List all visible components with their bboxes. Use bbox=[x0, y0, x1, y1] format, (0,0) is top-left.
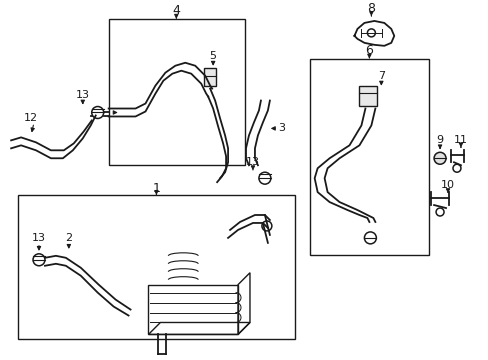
Text: 7: 7 bbox=[377, 71, 384, 81]
Text: 3: 3 bbox=[278, 123, 285, 134]
Bar bbox=[309, 59, 428, 255]
Text: 10: 10 bbox=[440, 180, 454, 190]
Text: 1: 1 bbox=[152, 182, 160, 195]
Text: 12: 12 bbox=[24, 113, 38, 123]
Text: 9: 9 bbox=[436, 135, 443, 145]
Text: 5: 5 bbox=[209, 51, 216, 61]
Circle shape bbox=[433, 152, 445, 164]
Text: 6: 6 bbox=[365, 44, 372, 57]
Bar bbox=[204, 68, 216, 86]
Bar bbox=[108, 19, 244, 165]
Bar bbox=[148, 285, 238, 334]
Text: 13: 13 bbox=[32, 233, 46, 243]
Text: 8: 8 bbox=[366, 3, 375, 15]
Text: 4: 4 bbox=[172, 4, 180, 18]
Bar bbox=[18, 195, 294, 339]
Text: 2: 2 bbox=[65, 233, 72, 243]
Bar bbox=[359, 86, 377, 105]
Text: 11: 11 bbox=[453, 135, 467, 145]
Text: 13: 13 bbox=[76, 90, 90, 100]
Text: 13: 13 bbox=[245, 157, 260, 167]
